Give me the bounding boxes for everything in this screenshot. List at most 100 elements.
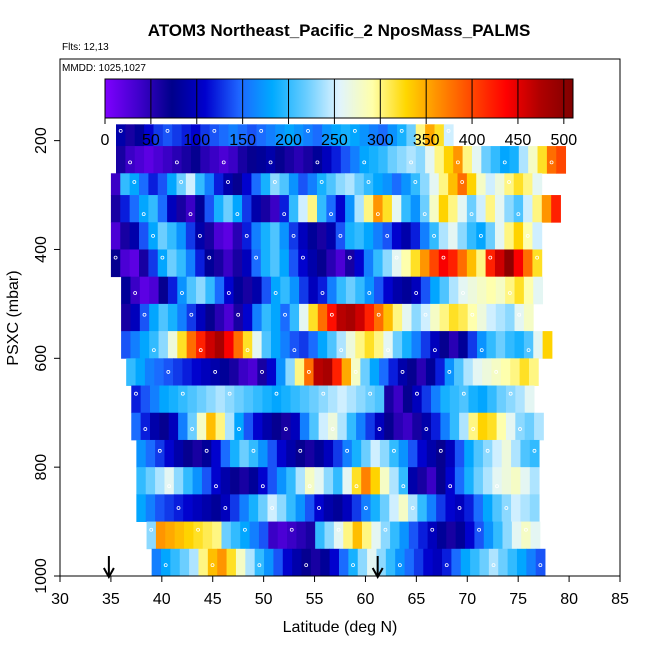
- sample-point: [386, 348, 390, 353]
- heatmap-cell: [317, 303, 328, 332]
- sample-point: [517, 312, 522, 317]
- heatmap-cell: [260, 195, 271, 223]
- heatmap-cell: [471, 146, 482, 174]
- heatmap-cell: [383, 276, 394, 305]
- heatmap-cell: [224, 385, 235, 414]
- heatmap-cell: [316, 195, 327, 223]
- heatmap-cell: [415, 146, 426, 174]
- heatmap-cell: [446, 521, 457, 550]
- x-tick-label: 85: [611, 591, 629, 608]
- heatmap-cell: [504, 222, 515, 250]
- heatmap-cell: [492, 494, 503, 522]
- y-axis: 200 400 600 800 1000: [33, 127, 60, 594]
- heatmap-cell: [477, 303, 487, 332]
- heatmap-cell: [420, 195, 430, 223]
- heatmap-cell: [410, 222, 421, 250]
- heatmap-cell: [232, 173, 243, 196]
- heatmap-cell: [494, 195, 505, 223]
- heatmap-cell: [146, 521, 157, 550]
- heatmap-cell: [139, 249, 149, 278]
- sample-point: [366, 180, 371, 184]
- heatmap-cell: [369, 358, 380, 386]
- heatmap-cell: [242, 303, 253, 332]
- heatmap-cell: [233, 331, 244, 359]
- heatmap-cell: [333, 521, 344, 550]
- heatmap-cell: [307, 222, 318, 250]
- x-tick-label: 45: [204, 591, 222, 608]
- heatmap-cell: [408, 521, 419, 550]
- heatmap-cell: [187, 412, 198, 441]
- heatmap-cell: [374, 412, 385, 441]
- heatmap-cell: [496, 385, 507, 414]
- heatmap-cell: [438, 195, 449, 223]
- heatmap-cell: [312, 124, 323, 147]
- y-axis-label: PSXC (mbar): [5, 270, 22, 365]
- heatmap-cell: [429, 249, 440, 278]
- heatmap-cell: [427, 521, 438, 550]
- heatmap-cell: [373, 222, 383, 250]
- heatmap-cell: [393, 412, 404, 441]
- heatmap-cell: [511, 521, 522, 550]
- heatmap-cell: [279, 195, 290, 223]
- sample-point: [151, 233, 155, 238]
- heatmap-cell: [314, 494, 325, 522]
- heatmap-cell: [322, 124, 332, 147]
- heatmap-cell: [264, 548, 274, 577]
- heatmap-cell: [139, 195, 149, 223]
- sample-point: [282, 212, 287, 217]
- sample-point: [272, 180, 277, 184]
- heatmap-cell: [290, 385, 301, 414]
- heatmap-cell: [129, 173, 140, 196]
- heatmap-cell: [149, 303, 159, 332]
- heatmap-cell: [243, 412, 254, 441]
- heatmap-cell: [420, 249, 430, 278]
- heatmap-cell: [379, 467, 390, 495]
- heatmap-cell: [129, 249, 140, 278]
- heatmap-cell: [126, 358, 136, 386]
- sample-point: [354, 484, 359, 489]
- sample-point: [157, 448, 162, 453]
- sample-point: [227, 391, 232, 396]
- heatmap-cell: [463, 358, 474, 386]
- heatmap-cell: [284, 146, 295, 174]
- heatmap-cell: [495, 276, 506, 305]
- heatmap-cell: [295, 439, 306, 468]
- heatmap-cell: [473, 494, 484, 522]
- heatmap-cell: [511, 467, 521, 495]
- heatmap-cell: [509, 146, 520, 174]
- heatmap-cell: [281, 385, 291, 414]
- heatmap-cell: [505, 331, 515, 359]
- heatmap-cell: [211, 439, 222, 468]
- heatmap-cell: [485, 173, 496, 196]
- heatmap-cell: [513, 249, 524, 278]
- sample-point: [456, 160, 460, 165]
- heatmap-cell: [511, 439, 521, 468]
- sample-point: [151, 348, 156, 353]
- heatmap-cell: [326, 222, 337, 250]
- heatmap-cell: [430, 276, 440, 305]
- sample-point: [165, 128, 170, 133]
- heatmap-cell: [420, 173, 430, 196]
- heatmap-cell: [165, 521, 176, 550]
- x-tick-label: 70: [458, 591, 476, 608]
- heatmap-cell: [239, 494, 250, 522]
- heatmap-cell: [110, 249, 121, 278]
- sample-point: [352, 128, 357, 133]
- heatmap-cell: [215, 385, 226, 414]
- heatmap-cell: [110, 173, 121, 196]
- heatmap-cell: [148, 249, 159, 278]
- colorbar-tick-label: 350: [413, 132, 440, 149]
- heatmap-cell: [211, 494, 222, 522]
- heatmap-cell: [415, 124, 426, 147]
- heatmap-cell: [485, 222, 496, 250]
- heatmap-cell: [454, 358, 464, 386]
- heatmap-cell: [483, 521, 494, 550]
- heatmap-cell: [361, 494, 371, 522]
- heatmap-cell: [426, 467, 437, 495]
- heatmap-cell: [219, 124, 229, 147]
- heatmap-cell: [177, 331, 188, 359]
- colorbar-tick-label: 400: [459, 132, 486, 149]
- heatmap-cell: [168, 385, 179, 414]
- heatmap-cell: [303, 146, 314, 174]
- x-axis-label: Latitude (deg N): [283, 619, 398, 636]
